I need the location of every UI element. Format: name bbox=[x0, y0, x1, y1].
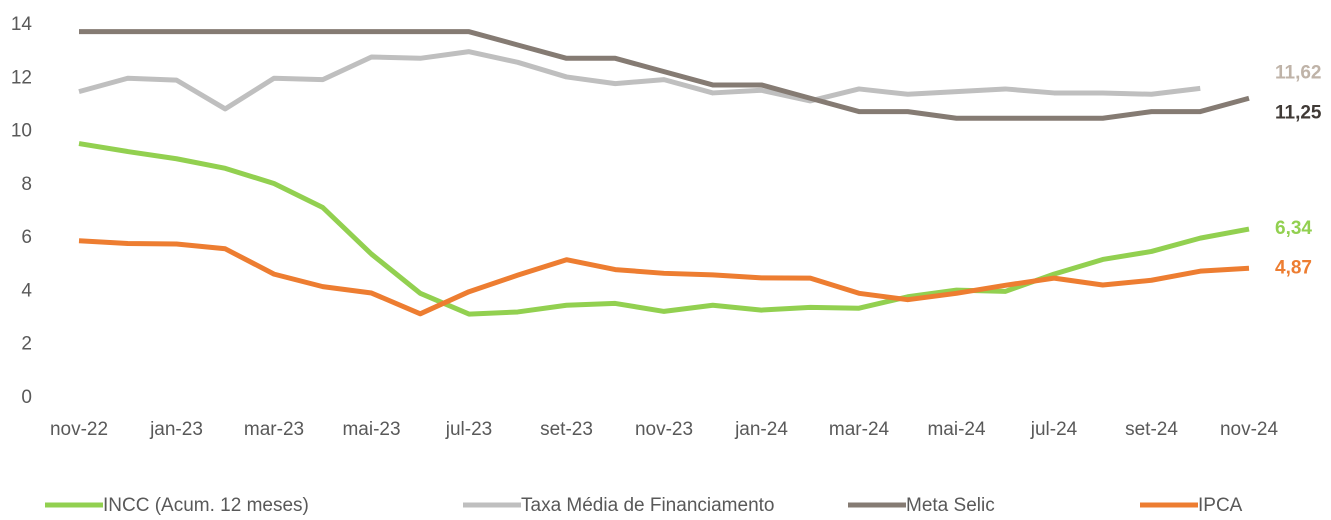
y-tick-label: 0 bbox=[21, 387, 32, 408]
series-line bbox=[78, 141, 1250, 317]
x-tick-label: mai-23 bbox=[342, 419, 400, 440]
x-tick-label: nov-23 bbox=[635, 419, 693, 440]
y-tick-label: 2 bbox=[21, 334, 32, 355]
legend-label: INCC (Acum. 12 meses) bbox=[103, 495, 309, 515]
series-line bbox=[79, 29, 1250, 121]
x-tick-label: nov-22 bbox=[50, 419, 108, 440]
x-tick-label: mai-24 bbox=[927, 419, 986, 440]
x-tick-label: jul-23 bbox=[445, 419, 492, 440]
x-tick-label: mar-24 bbox=[829, 419, 890, 440]
x-tick-label: jul-24 bbox=[1030, 419, 1078, 440]
data-label: 11,62 bbox=[1275, 62, 1322, 83]
x-tick-label: set-24 bbox=[1125, 419, 1178, 440]
x-tick-label: jan-24 bbox=[734, 419, 788, 440]
data-label: 4,87 bbox=[1275, 257, 1312, 278]
x-tick-label: set-23 bbox=[540, 419, 593, 440]
x-tick-label: mar-23 bbox=[244, 419, 304, 440]
data-label: 11,25 bbox=[1275, 102, 1322, 123]
x-tick-label: nov-24 bbox=[1220, 419, 1279, 440]
y-tick-label: 12 bbox=[11, 67, 32, 88]
data-label: 6,34 bbox=[1275, 218, 1312, 239]
legend-label: IPCA bbox=[1198, 495, 1243, 515]
series-line bbox=[78, 238, 1250, 317]
y-tick-label: 6 bbox=[21, 227, 32, 248]
x-tick-label: jan-23 bbox=[149, 419, 203, 440]
y-tick-label: 14 bbox=[11, 14, 33, 35]
y-tick-label: 10 bbox=[11, 121, 32, 142]
y-tick-label: 4 bbox=[21, 280, 32, 301]
legend-label: Meta Selic bbox=[906, 495, 995, 515]
legend-label: Taxa Média de Financiamento bbox=[521, 495, 774, 515]
y-tick-label: 8 bbox=[21, 174, 32, 195]
series-line bbox=[78, 49, 1201, 112]
